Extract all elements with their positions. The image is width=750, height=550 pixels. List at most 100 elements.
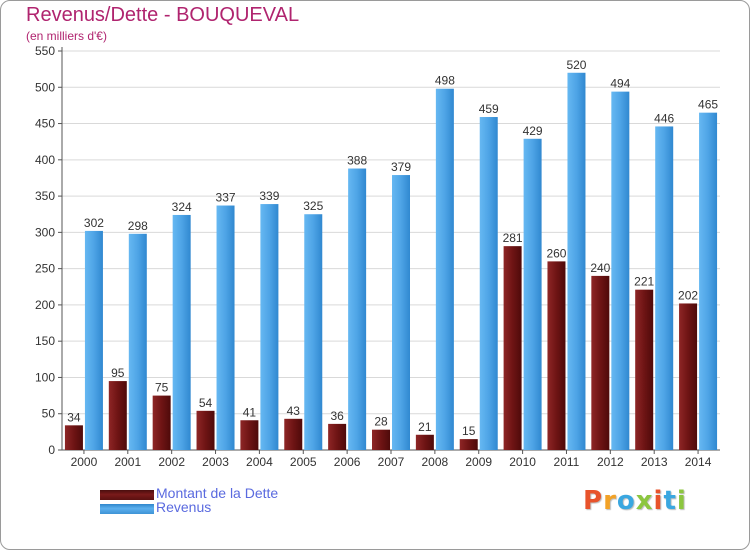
y-tick-label: 450	[35, 117, 55, 131]
bar-dette-2011	[547, 261, 566, 450]
logo-letter: t	[663, 486, 677, 516]
bar-dette-2002	[152, 395, 171, 450]
data-label-dette: 221	[634, 275, 654, 289]
data-label-revenus: 494	[610, 77, 630, 91]
y-tick-label: 550	[35, 44, 55, 58]
data-label-revenus: 446	[654, 111, 674, 125]
data-label-revenus: 298	[128, 219, 148, 233]
x-tick-label: 2005	[290, 455, 317, 469]
bar-revenus-2000	[84, 230, 103, 450]
x-tick-label: 2010	[509, 455, 536, 469]
x-tick-label: 2013	[641, 455, 668, 469]
legend-label-dette: Montant de la Dette	[156, 485, 279, 501]
logo-letter: P	[583, 486, 604, 516]
data-label-dette: 240	[590, 261, 610, 275]
data-label-dette: 36	[330, 409, 344, 423]
y-tick-label: 100	[35, 370, 55, 384]
x-tick-label: 2004	[246, 455, 273, 469]
data-label-revenus: 339	[259, 189, 279, 203]
y-tick-label: 150	[35, 334, 55, 348]
data-label-dette: 75	[155, 381, 169, 395]
x-tick-label: 2012	[597, 455, 624, 469]
x-tick-label: 2001	[114, 455, 141, 469]
y-tick-label: 400	[35, 153, 55, 167]
bar-revenus-2010	[523, 138, 542, 450]
bar-dette-2014	[679, 303, 698, 450]
logo-letter: r	[603, 486, 617, 516]
bar-revenus-2007	[392, 175, 410, 450]
bar-revenus-2004	[260, 204, 279, 450]
data-label-dette: 281	[503, 231, 523, 245]
data-label-dette: 28	[374, 415, 388, 429]
bar-revenus-2013	[655, 126, 674, 451]
bar-dette-2005	[284, 418, 303, 450]
x-tick-label: 2011	[554, 455, 580, 469]
data-label-dette: 54	[199, 396, 213, 410]
legend-swatch-revenus	[100, 504, 154, 514]
logo-letter: o	[616, 486, 636, 516]
bar-dette-2000	[64, 425, 83, 450]
bar-revenus-2014	[699, 112, 718, 450]
proxiti-logo: Proxiti	[583, 486, 693, 526]
bar-revenus-2006	[348, 168, 367, 451]
logo-letter: i	[653, 486, 664, 516]
data-label-dette: 34	[67, 410, 81, 424]
data-label-revenus: 379	[391, 160, 411, 174]
y-tick-label: 0	[48, 443, 55, 457]
bar-revenus-2011	[567, 72, 586, 450]
data-label-dette: 95	[111, 366, 125, 380]
data-label-revenus: 324	[172, 200, 192, 214]
legend-swatch-dette	[100, 490, 154, 500]
y-tick-label: 500	[35, 80, 55, 94]
x-tick-label: 2000	[71, 455, 98, 469]
logo-letter: x	[635, 486, 654, 516]
bar-dette-2009	[459, 439, 478, 450]
data-label-revenus: 498	[435, 74, 455, 88]
logo-letter: i	[676, 486, 687, 516]
data-label-revenus: 337	[216, 191, 236, 205]
x-tick-label: 2009	[465, 455, 492, 469]
data-label-dette: 21	[418, 420, 432, 434]
x-tick-label: 2007	[378, 455, 405, 469]
bar-dette-2007	[372, 429, 390, 450]
data-label-revenus: 429	[523, 124, 543, 138]
bar-dette-2003	[196, 410, 215, 450]
x-tick-label: 2006	[334, 455, 361, 469]
bar-revenus-2001	[128, 233, 147, 450]
data-label-revenus: 465	[698, 98, 718, 112]
chart-title: Revenus/Dette - BOUQUEVAL	[26, 4, 300, 26]
bar-revenus-2005	[304, 214, 323, 450]
data-label-revenus: 520	[566, 58, 586, 72]
bar-dette-2013	[635, 289, 654, 450]
data-label-dette: 202	[678, 288, 698, 302]
bar-dette-2008	[415, 434, 434, 450]
data-label-dette: 41	[243, 405, 257, 419]
bar-dette-2012	[591, 275, 610, 450]
y-tick-label: 50	[42, 407, 56, 421]
y-tick-label: 350	[35, 189, 55, 203]
bar-dette-2004	[240, 420, 259, 450]
data-label-revenus: 459	[479, 102, 499, 116]
x-tick-label: 2003	[202, 455, 229, 469]
y-tick-label: 300	[35, 225, 55, 239]
data-label-dette: 43	[287, 404, 301, 418]
bar-revenus-2008	[435, 88, 454, 450]
legend-label-revenus: Revenus	[156, 499, 212, 515]
x-tick-label: 2002	[158, 455, 185, 469]
y-tick-label: 200	[35, 298, 55, 312]
data-label-revenus: 302	[84, 216, 104, 230]
bar-dette-2010	[503, 246, 522, 450]
bar-revenus-2009	[479, 117, 498, 451]
data-label-revenus: 325	[303, 199, 323, 213]
data-label-dette: 260	[546, 246, 566, 260]
data-label-dette: 15	[462, 424, 476, 438]
bar-revenus-2002	[172, 214, 191, 450]
chart-subtitle: (en milliers d'€)	[26, 29, 107, 43]
bar-dette-2001	[108, 381, 127, 450]
y-tick-label: 250	[35, 262, 55, 276]
x-tick-label: 2008	[422, 455, 449, 469]
data-label-revenus: 388	[347, 154, 367, 168]
bar-dette-2006	[328, 423, 347, 450]
bar-revenus-2012	[611, 91, 630, 450]
